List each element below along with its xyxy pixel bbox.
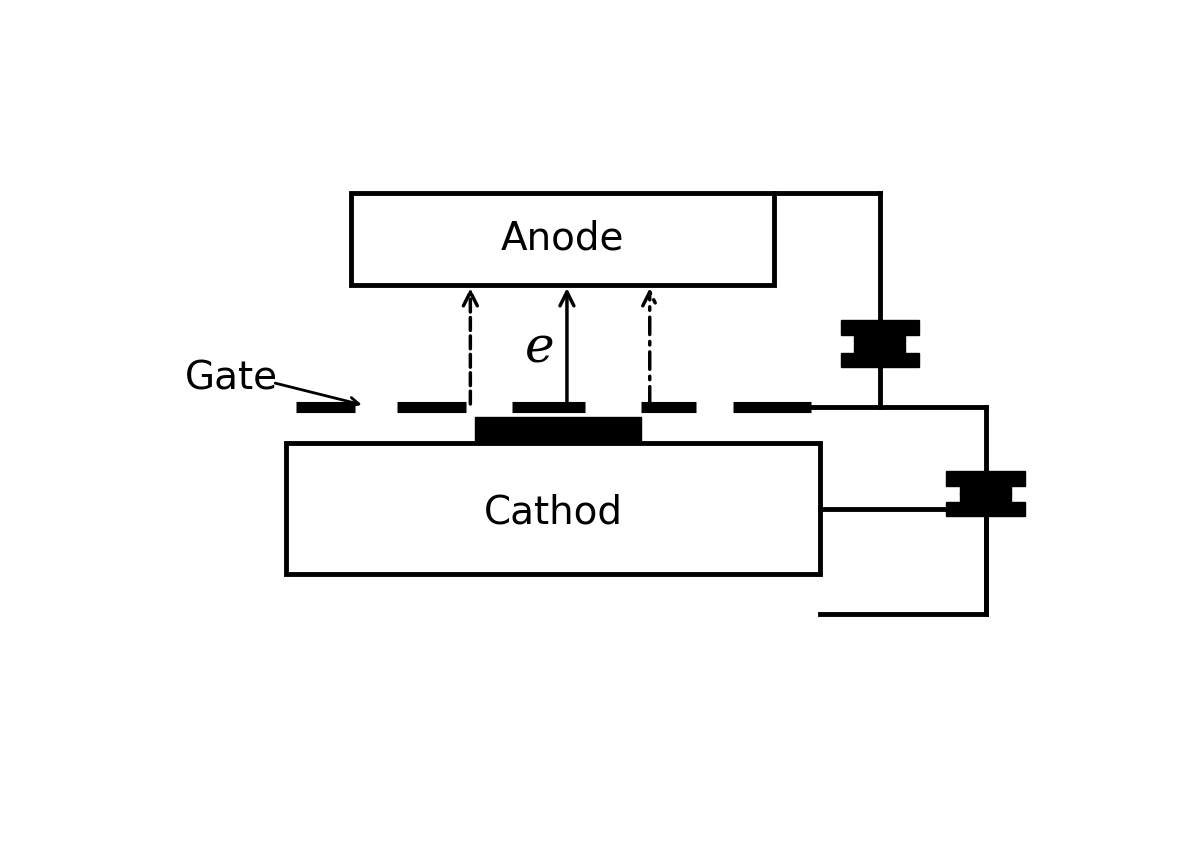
Text: Anode: Anode xyxy=(501,219,624,257)
Text: Cathod: Cathod xyxy=(483,493,623,532)
Text: Gate: Gate xyxy=(185,359,278,397)
Bar xyxy=(475,417,641,443)
Bar xyxy=(960,494,1011,503)
Bar xyxy=(946,472,1024,486)
Bar xyxy=(840,320,919,335)
Bar xyxy=(351,194,774,286)
Bar xyxy=(840,354,919,368)
Text: e: e xyxy=(525,324,554,373)
Bar xyxy=(286,443,820,574)
Bar xyxy=(960,486,1011,495)
Bar xyxy=(855,345,904,354)
Bar xyxy=(855,335,904,344)
Bar xyxy=(946,503,1024,517)
